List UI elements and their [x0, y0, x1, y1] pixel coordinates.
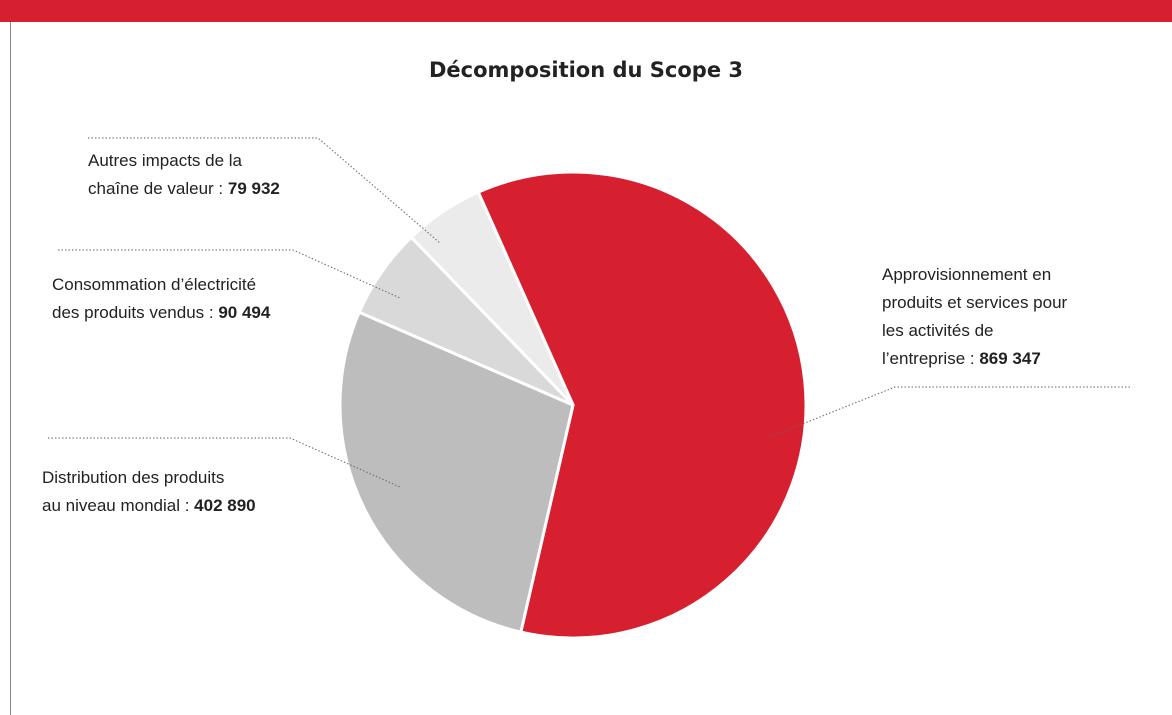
slice-label: Distribution des produits au niveau mond…: [42, 464, 256, 520]
slice-label: Consommation d’électricité des produits …: [52, 271, 270, 327]
border: [10, 22, 11, 715]
value-label: 79 932: [227, 179, 280, 198]
category: Distribution des produits au niveau mond…: [42, 468, 225, 515]
pie-slice: [476, 170, 808, 640]
category: Consommation d’électricité des produits …: [52, 275, 257, 322]
value-label: 90 494: [218, 303, 271, 322]
category: Approvisionnement en produits et service…: [882, 265, 1068, 368]
pie-slice: [409, 190, 575, 407]
leader-line: [48, 437, 401, 488]
slice-label: Autres impacts de la chaîne de valeur : …: [88, 147, 280, 203]
top-bar: [0, 0, 1172, 22]
slice-label: Approvisionnement en produits et service…: [882, 261, 1067, 373]
category: Autres impacts de la chaîne de valeur :: [88, 151, 243, 198]
value-label: 869 347: [979, 349, 1041, 368]
value-label: 402 890: [194, 496, 256, 515]
pie-slice: [338, 310, 575, 634]
leader-line: [88, 137, 441, 244]
leader-line: [769, 386, 1130, 438]
chart-title: Décomposition du Scope 3: [428, 58, 743, 82]
leader-line: [58, 249, 401, 299]
